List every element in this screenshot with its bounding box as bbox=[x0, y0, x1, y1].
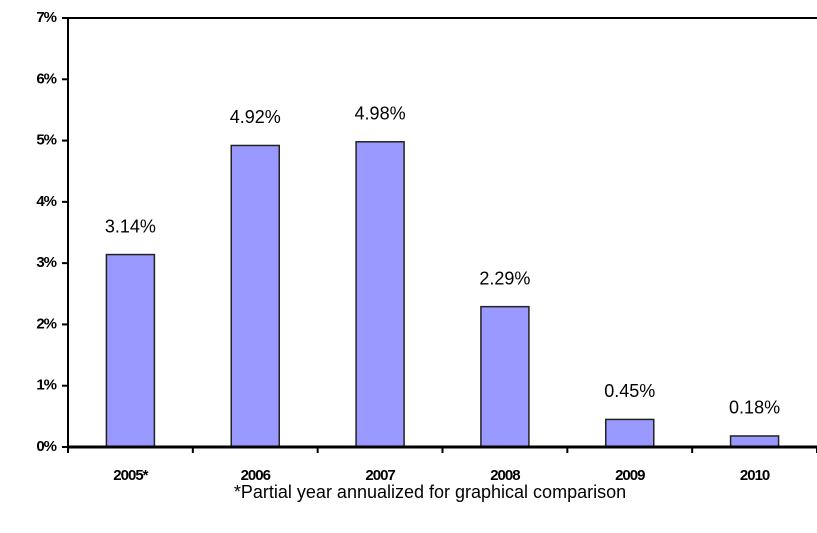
bar bbox=[355, 141, 405, 448]
y-tick-label: 3% bbox=[36, 254, 56, 271]
y-tick-label: 5% bbox=[36, 132, 56, 149]
value-label: 2.29% bbox=[479, 268, 530, 288]
value-label: 4.98% bbox=[355, 104, 406, 124]
y-tick-label: 6% bbox=[36, 70, 56, 87]
value-label: 4.92% bbox=[230, 107, 281, 127]
x-tick-label: 2010 bbox=[740, 467, 770, 484]
value-label: 0.45% bbox=[604, 381, 655, 401]
x-tick-label: 2006 bbox=[241, 467, 271, 484]
bar bbox=[105, 253, 156, 448]
bar bbox=[729, 435, 780, 448]
value-label: 3.14% bbox=[105, 216, 156, 236]
y-tick-label: 1% bbox=[36, 377, 56, 394]
y-tick-label: 0% bbox=[36, 438, 56, 455]
x-tick-label: 2007 bbox=[365, 467, 395, 484]
y-tick-label: 2% bbox=[36, 315, 56, 332]
bar bbox=[230, 144, 280, 448]
y-tick-label: 7% bbox=[36, 9, 56, 26]
value-label: 0.18% bbox=[729, 398, 780, 418]
bar bbox=[605, 418, 655, 448]
x-tick-label: 2009 bbox=[615, 467, 645, 484]
footnote: *Partial year annualized for graphical c… bbox=[234, 482, 626, 502]
y-tick-label: 4% bbox=[36, 193, 56, 210]
x-tick-label: 2005* bbox=[113, 467, 148, 484]
bar bbox=[480, 305, 530, 448]
x-tick-label: 2008 bbox=[490, 467, 520, 484]
